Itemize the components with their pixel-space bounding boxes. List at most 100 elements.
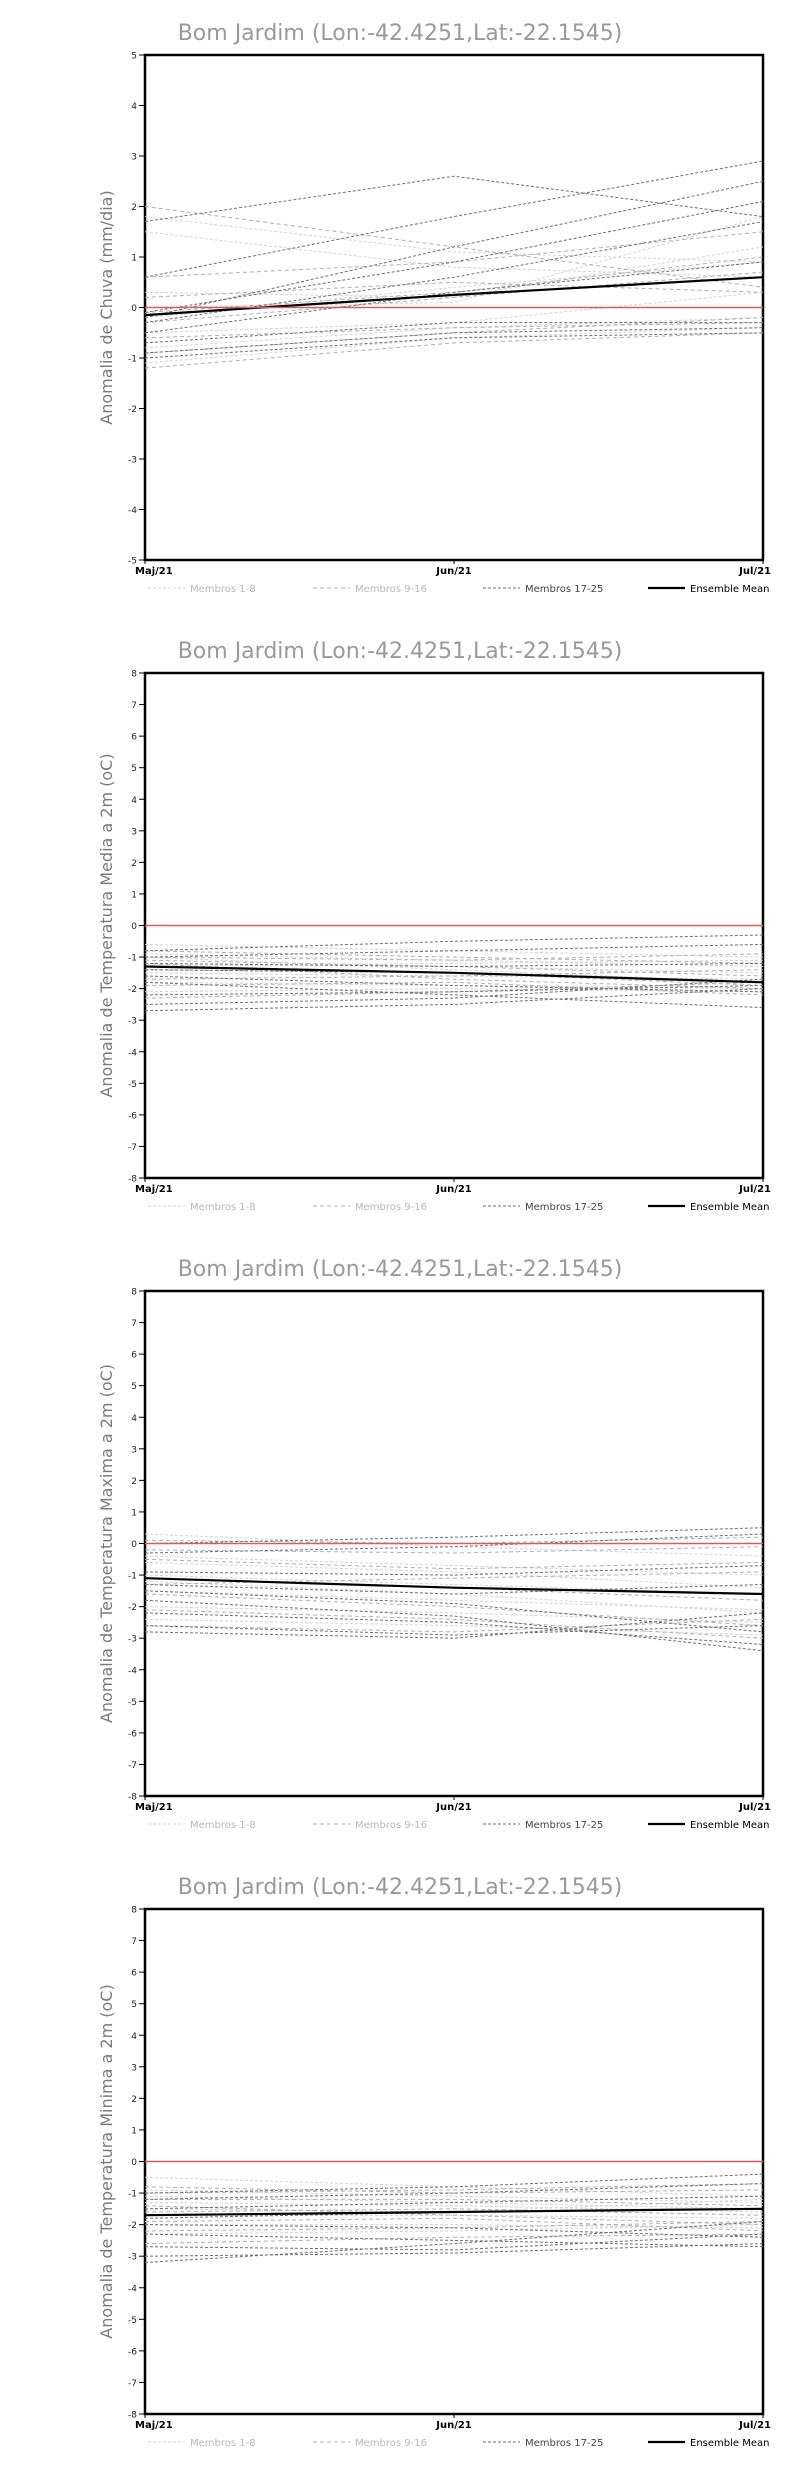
- legend-label: Membros 9-16: [355, 584, 427, 595]
- member-series-line: [144, 2183, 764, 2194]
- member-series-line: [144, 2183, 764, 2200]
- x-tick-label: Maj/21: [135, 1184, 173, 1195]
- member-series-line: [144, 1533, 764, 1557]
- x-tick-label: Jul/21: [738, 566, 771, 577]
- member-series-line: [144, 2195, 764, 2210]
- ensemble-mean-line: [144, 965, 764, 984]
- member-series-line: [144, 2198, 764, 2213]
- member-series-line: [144, 2189, 764, 2203]
- legend-label: Ensemble Mean: [690, 2438, 769, 2449]
- y-tick-label: 5: [131, 1382, 137, 1392]
- y-tick-label: 2: [131, 203, 137, 213]
- y-tick-label: 0: [131, 1540, 137, 1550]
- member-series-line: [144, 2224, 764, 2235]
- member-series-line: [144, 2173, 764, 2194]
- x-tick-label: Jul/21: [738, 1184, 771, 1195]
- x-tick-label: Jul/21: [738, 2420, 771, 2431]
- y-tick-label: -3: [128, 456, 137, 466]
- y-tick-label: 8: [131, 670, 137, 680]
- y-tick-label: 8: [131, 1906, 137, 1916]
- member-series-line: [144, 934, 764, 952]
- member-series-line: [144, 2195, 764, 2210]
- y-tick-label: -7: [128, 1143, 137, 1153]
- member-series-line: [144, 981, 764, 1009]
- y-tick-label: -3: [128, 2253, 137, 2263]
- member-series-line: [144, 962, 764, 990]
- chart-panel: Bom Jardim (Lon:-42.4251,Lat:-22.1545) An…: [97, 1257, 771, 1831]
- member-series-line: [144, 2224, 764, 2238]
- y-axis-label: Anomalia de Temperatura Maxima a 2m (oC): [97, 1364, 116, 1723]
- y-tick-label: 3: [131, 153, 137, 163]
- member-series-line: [144, 322, 763, 344]
- y-tick-label: -1: [128, 1572, 137, 1582]
- y-tick-label: -1: [128, 355, 137, 365]
- x-tick-label: Maj/21: [135, 566, 173, 577]
- y-tick-label: -3: [128, 1017, 137, 1027]
- y-tick-label: 3: [131, 1445, 137, 1455]
- member-series-line: [144, 962, 764, 968]
- member-series-line: [144, 327, 764, 354]
- member-series-line: [144, 216, 764, 308]
- y-tick-label: -5: [128, 2316, 137, 2326]
- member-series-line: [144, 1606, 764, 1623]
- y-tick-label: 5: [131, 764, 137, 774]
- member-series-line: [144, 1546, 764, 1554]
- member-series-line: [144, 271, 764, 324]
- member-series-line: [144, 975, 764, 993]
- member-series-line: [144, 2243, 764, 2257]
- y-tick-label: 7: [131, 1319, 137, 1329]
- member-series-line: [144, 1599, 764, 1652]
- member-series-line: [144, 322, 764, 339]
- member-series-line: [144, 943, 764, 958]
- chart-title: Bom Jardim (Lon:-42.4251,Lat:-22.1545): [178, 1257, 623, 1282]
- y-tick-label: 2: [131, 2095, 137, 2105]
- member-series-line: [144, 2221, 764, 2232]
- member-series-line: [144, 959, 764, 967]
- y-tick-label: -6: [128, 2347, 137, 2357]
- y-tick-label: 4: [131, 796, 137, 806]
- y-tick-label: -8: [128, 1793, 137, 1803]
- y-tick-label: -8: [128, 2411, 137, 2421]
- ensemble-mean-line: [144, 1577, 764, 1596]
- member-series-line: [144, 953, 764, 961]
- member-series-line: [145, 2198, 764, 2207]
- member-series-line: [144, 1612, 764, 1639]
- member-series-line: [144, 246, 764, 298]
- legend-label: Ensemble Mean: [690, 584, 769, 595]
- y-tick-label: -2: [128, 2221, 137, 2231]
- legend-label: Ensemble Mean: [690, 1202, 769, 1213]
- legend-label: Membros 17-25: [525, 1202, 603, 1213]
- member-series-line: [144, 950, 764, 964]
- member-series-line: [144, 261, 764, 319]
- member-series-line: [144, 180, 764, 319]
- member-series-line: [144, 1527, 764, 1544]
- y-tick-label: 3: [131, 2063, 137, 2073]
- y-tick-label: 4: [131, 102, 137, 112]
- member-series-line: [144, 1571, 764, 1585]
- member-series-line: [144, 1533, 764, 1554]
- member-series-line: [144, 985, 764, 996]
- y-tick-label: 5: [131, 2000, 137, 2010]
- x-tick-label: Jun/21: [435, 1802, 472, 1813]
- y-tick-label: 5: [131, 52, 137, 62]
- member-series-line: [144, 317, 764, 354]
- member-series-line: [144, 256, 764, 313]
- y-tick-label: -8: [128, 1175, 137, 1185]
- member-series-line: [144, 1580, 764, 1614]
- member-series-line: [144, 1618, 764, 1633]
- y-tick-label: -2: [128, 405, 137, 415]
- member-series-line: [144, 216, 764, 263]
- member-series-line: [144, 1565, 764, 1576]
- member-series-line: [144, 2217, 764, 2232]
- legend-label: Membros 9-16: [355, 2438, 427, 2449]
- y-tick-label: -6: [128, 1111, 137, 1121]
- legend-label: Membros 9-16: [355, 1820, 427, 1831]
- y-tick-label: 8: [131, 1288, 137, 1298]
- x-tick-label: Jun/21: [435, 2420, 472, 2431]
- member-series-line: [144, 2186, 764, 2194]
- legend-label: Membros 1-8: [190, 1202, 256, 1213]
- member-series-line: [144, 261, 764, 334]
- legend-label: Membros 1-8: [190, 1820, 256, 1831]
- y-tick-label: 4: [131, 2032, 137, 2042]
- y-tick-label: -4: [128, 2284, 137, 2294]
